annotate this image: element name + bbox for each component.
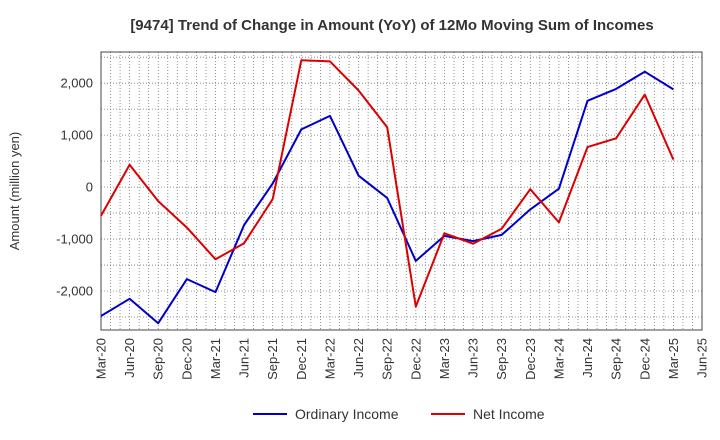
y-tick-label: 2,000 — [60, 76, 93, 91]
plot-border — [100, 51, 703, 331]
x-tick-label: Sep-24 — [609, 338, 624, 380]
series — [100, 59, 675, 325]
axes: 2,000 1,000 0 -1,000 -2,000 Amount (million y… — [7, 51, 710, 380]
x-tick-label: Mar-22 — [322, 338, 337, 379]
x-tick-label: Jun-25 — [695, 338, 710, 378]
x-tick-label: Jun-21 — [237, 338, 252, 378]
x-tick-label: Mar-21 — [208, 338, 223, 379]
x-tick-label: Sep-22 — [380, 338, 395, 380]
x-tick-label: Dec-21 — [294, 338, 309, 380]
x-tick-label: Jun-20 — [122, 338, 137, 378]
x-tick-label: Jun-23 — [466, 338, 481, 378]
chart-title: [9474] Trend of Change in Amount (YoY) o… — [130, 17, 653, 34]
legend-label-net-income: Net Income — [473, 406, 545, 422]
x-tick-label: Dec-20 — [179, 338, 194, 380]
y-axis-label: Amount (million yen) — [7, 132, 22, 251]
x-tick-label: Mar-20 — [94, 338, 109, 379]
x-tick-label: Mar-24 — [551, 338, 566, 379]
legend-label-ordinary-income: Ordinary Income — [295, 406, 399, 422]
x-tick-label: Mar-25 — [666, 338, 681, 379]
x-tick-label: Sep-23 — [494, 338, 509, 380]
y-tick-label: 1,000 — [60, 128, 93, 143]
x-tick-label: Mar-23 — [437, 338, 452, 379]
x-tick-label: Jun-22 — [351, 338, 366, 378]
x-tick-label: Dec-22 — [408, 338, 423, 380]
x-tick-label: Dec-23 — [523, 338, 538, 380]
x-tick-label: Sep-20 — [151, 338, 166, 380]
y-tick-label: -1,000 — [56, 232, 93, 247]
x-tick-label: Jun-24 — [580, 338, 595, 378]
x-tick-label: Dec-24 — [637, 338, 652, 380]
y-tick-label: -2,000 — [56, 284, 93, 299]
net-income-line — [100, 59, 675, 308]
x-tick-label: Sep-21 — [265, 338, 280, 380]
y-tick-label: 0 — [86, 180, 93, 195]
ordinary-income-line — [100, 70, 674, 325]
legend: Ordinary Income Net Income — [253, 406, 545, 422]
grid — [101, 52, 702, 330]
plot-area — [101, 52, 702, 330]
